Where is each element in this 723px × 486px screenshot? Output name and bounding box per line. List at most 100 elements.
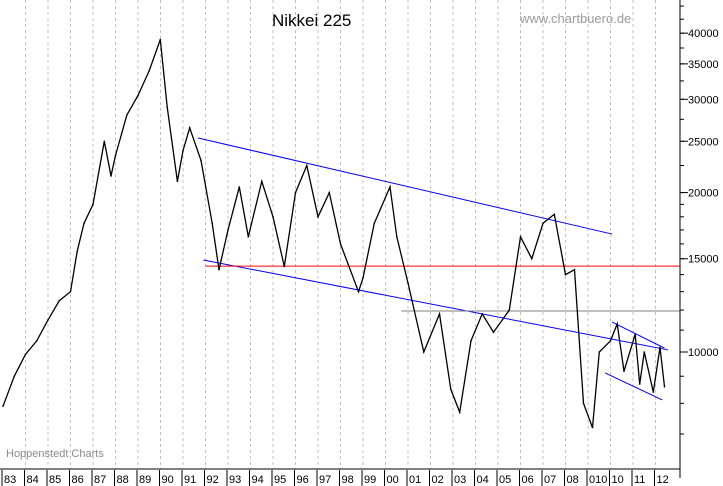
- source-label: Hoppenstedt Charts: [6, 448, 104, 460]
- x-tick-label: 99: [364, 474, 376, 486]
- price-point: [294, 191, 297, 194]
- y-tick-label: 15000: [688, 254, 719, 266]
- x-tick-label: 01: [409, 474, 421, 486]
- price-point: [591, 426, 594, 429]
- x-tick-label: 96: [297, 474, 309, 486]
- y-tick-label: 25000: [688, 136, 719, 148]
- x-tick-label: 90: [162, 474, 174, 486]
- price-point: [553, 213, 556, 216]
- price-point: [211, 222, 214, 225]
- x-tick-label: 05: [499, 474, 511, 486]
- price-point: [159, 38, 162, 41]
- x-tick-label: 97: [319, 474, 331, 486]
- x-tick-label: 03: [454, 474, 466, 486]
- price-point: [573, 268, 576, 271]
- x-tick-label: 04: [477, 474, 489, 486]
- x-tick-label: 87: [94, 474, 106, 486]
- price-point: [305, 164, 308, 167]
- price-point: [182, 149, 184, 152]
- price-point: [422, 351, 425, 353]
- price-point: [481, 313, 484, 315]
- price-point: [188, 127, 191, 129]
- x-tick-label: 11: [634, 474, 645, 486]
- price-point: [373, 222, 376, 225]
- price-point: [76, 250, 79, 253]
- price-point: [92, 203, 94, 206]
- price-point: [166, 106, 169, 108]
- x-tick-label: 84: [27, 474, 39, 486]
- price-point: [110, 175, 112, 177]
- x-tick-label: 02: [432, 474, 444, 486]
- price-point: [519, 236, 522, 238]
- price-point: [564, 273, 567, 276]
- price-point: [238, 186, 241, 188]
- price-point: [227, 229, 229, 231]
- price-point: [643, 351, 646, 353]
- y-tick-label: 40000: [688, 28, 719, 40]
- chart-title: Nikkei 225: [272, 11, 351, 30]
- x-tick-label: 00: [387, 474, 399, 486]
- x-tick-label: 86: [72, 474, 84, 486]
- x-tick-label: 12: [657, 474, 669, 486]
- price-point: [659, 346, 661, 349]
- price-point: [47, 319, 49, 321]
- price-point: [148, 69, 151, 72]
- price-point: [470, 339, 472, 342]
- x-tick-label: 92: [207, 474, 219, 486]
- x-tick-label: 10: [612, 474, 624, 486]
- price-point: [395, 236, 398, 238]
- x-tick-label: 94: [252, 474, 264, 486]
- x-tick-label: 98: [342, 474, 354, 486]
- x-tick-label: 08: [567, 474, 579, 486]
- price-point: [247, 236, 250, 238]
- price-point: [357, 290, 360, 293]
- price-point: [200, 159, 202, 162]
- price-point: [492, 331, 495, 333]
- price-point: [137, 94, 139, 97]
- price-point: [83, 222, 85, 225]
- x-tick-label: 93: [229, 474, 241, 486]
- price-point: [114, 154, 117, 157]
- channel-lower-line: [604, 372, 663, 401]
- price-point: [438, 313, 441, 315]
- price-point: [218, 268, 220, 271]
- price-point: [530, 257, 533, 260]
- price-point: [634, 333, 637, 336]
- price-point: [328, 191, 331, 194]
- price-point: [389, 186, 391, 188]
- price-point: [13, 375, 16, 378]
- price-point: [176, 180, 179, 183]
- price-point: [103, 140, 106, 143]
- price-point: [598, 351, 601, 353]
- price-point: [449, 388, 452, 391]
- price-point: [582, 402, 585, 405]
- price-point: [508, 309, 511, 311]
- price-point: [317, 216, 319, 218]
- price-point: [623, 370, 625, 372]
- price-point: [260, 180, 263, 183]
- x-tick-label: 06: [522, 474, 534, 486]
- y-tick-label: 10000: [688, 347, 719, 359]
- price-point: [272, 216, 274, 218]
- x-tick-label: 88: [117, 474, 129, 486]
- x-tick-label: 95: [274, 474, 286, 486]
- y-tick-label: 30000: [688, 94, 719, 106]
- price-point: [542, 222, 544, 225]
- price-point: [69, 290, 72, 293]
- watermark: www.chartbuero.de: [519, 11, 631, 26]
- channel-upper-line: [611, 321, 665, 349]
- price-point: [663, 385, 666, 388]
- x-tick-label: 010: [589, 474, 607, 486]
- price-point: [458, 411, 461, 413]
- trend-lower-line: [203, 259, 669, 351]
- price-point: [24, 353, 27, 356]
- price-point: [2, 405, 4, 408]
- trend-upper-line: [197, 137, 613, 235]
- price-point: [339, 243, 342, 245]
- x-tick-label: 91: [184, 474, 196, 486]
- price-point: [638, 383, 641, 385]
- price-point: [616, 323, 619, 325]
- price-point: [58, 299, 61, 302]
- y-tick-label: 20000: [688, 188, 719, 200]
